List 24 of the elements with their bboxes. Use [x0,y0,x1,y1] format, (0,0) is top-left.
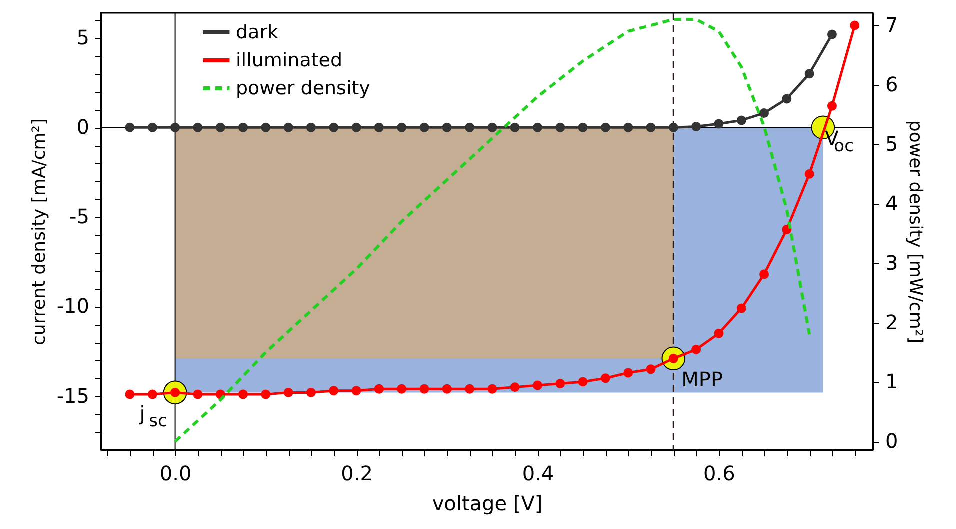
y2-tick-label: 1 [886,370,898,394]
y-tick-label: 5 [76,26,90,50]
y-tick-label: -10 [56,294,90,318]
x-tick-label: 0.4 [522,462,554,486]
annotation: MPP [682,368,724,392]
y2-tick-label: 2 [886,310,898,334]
legend-label: illuminated [236,50,343,72]
legend-label: dark [236,22,279,44]
y2-tick-label: 3 [886,250,898,275]
x-tick-label: 0.0 [160,462,192,486]
y-tick-label: -5 [70,204,90,229]
x-tick-label: 0.6 [704,462,736,486]
y-tick-label: -15 [56,384,90,408]
y2-tick-label: 6 [886,72,898,96]
y-tick-label: 0 [76,115,90,140]
x-axis-title: voltage [V] [432,492,543,516]
legend-label: power density [236,78,370,100]
y2-tick-label: 4 [886,191,898,216]
y2-axis-title: power density [mW/cm²] [905,120,926,344]
y2-tick-label: 5 [886,132,898,156]
x-tick-label: 0.2 [341,462,373,486]
y-axis-title: current density [mA/cm²] [28,118,50,346]
y2-tick-label: 7 [886,12,898,37]
y2-tick-label: 0 [886,429,898,454]
